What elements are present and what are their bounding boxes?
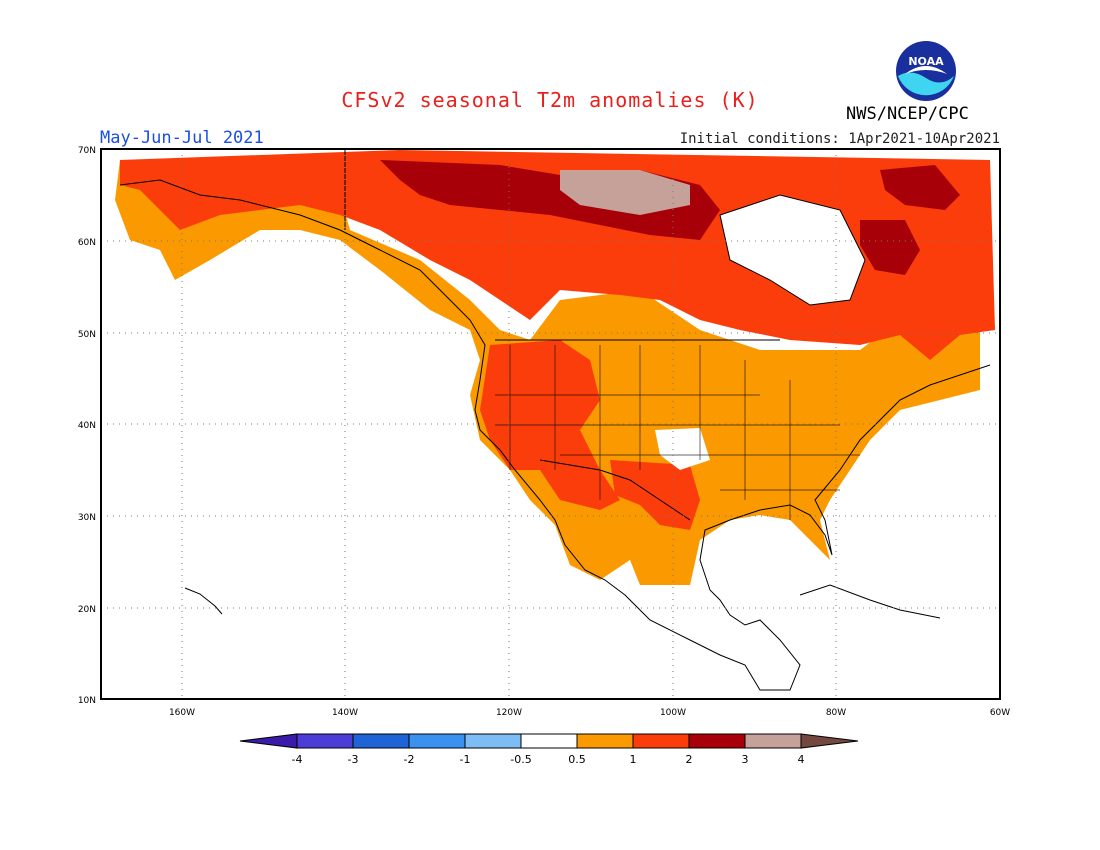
lat-label: 10N bbox=[78, 696, 96, 706]
noaa-logo-icon: NOAA bbox=[896, 41, 956, 101]
lon-label: 160W bbox=[169, 708, 195, 718]
lat-label: 40N bbox=[78, 421, 96, 431]
colorbar-segment bbox=[296, 733, 354, 749]
lon-label: 120W bbox=[496, 708, 522, 718]
colorbar-label: 2 bbox=[686, 753, 693, 766]
colorbar-segment bbox=[239, 733, 298, 749]
colorbar-segment bbox=[744, 733, 802, 749]
colorbar-label: 1 bbox=[630, 753, 637, 766]
colorbar-label: -3 bbox=[348, 753, 359, 766]
state-borders bbox=[495, 345, 860, 520]
latitude-labels: 70N 60N 50N 40N 30N 20N 10N bbox=[78, 146, 96, 706]
colorbar-segment bbox=[464, 733, 522, 749]
logo-text: NOAA bbox=[908, 55, 944, 68]
colorbar-label: -1 bbox=[460, 753, 471, 766]
colorbar-segment bbox=[408, 733, 466, 749]
colorbar-segment bbox=[576, 733, 634, 749]
map-frame bbox=[100, 148, 1001, 700]
anomaly-region-very-strong bbox=[560, 170, 690, 215]
anomaly-region-neutral bbox=[655, 428, 710, 470]
lon-label: 100W bbox=[660, 708, 686, 718]
lon-label: 80W bbox=[826, 708, 846, 718]
colorbar-label: -2 bbox=[404, 753, 415, 766]
lat-label: 60N bbox=[78, 238, 96, 248]
colorbar-labels: -4 -3 -2 -1 -0.5 0.5 1 2 3 4 bbox=[292, 753, 805, 766]
map-title: CFSv2 seasonal T2m anomalies (K) bbox=[341, 88, 759, 112]
lat-label: 30N bbox=[78, 513, 96, 523]
lon-label: 60W bbox=[990, 708, 1010, 718]
lat-label: 70N bbox=[78, 146, 96, 156]
lat-label: 50N bbox=[78, 330, 96, 340]
lat-label: 20N bbox=[78, 605, 96, 615]
forecast-period-label: May-Jun-Jul 2021 bbox=[100, 128, 264, 148]
colorbar-segment bbox=[688, 733, 746, 749]
colorbar-label: 3 bbox=[742, 753, 749, 766]
lon-label: 140W bbox=[332, 708, 358, 718]
anomaly-field bbox=[115, 150, 995, 691]
colorbar-segment bbox=[800, 733, 859, 749]
colorbar-label: 4 bbox=[798, 753, 805, 766]
colorbar-label: -0.5 bbox=[510, 753, 531, 766]
colorbar-label: 0.5 bbox=[568, 753, 586, 766]
agency-label: NWS/NCEP/CPC bbox=[846, 104, 969, 124]
colorbar-label: -4 bbox=[292, 753, 303, 766]
colorbar-segment bbox=[632, 733, 690, 749]
anomaly-region-moderate-south bbox=[610, 460, 700, 530]
colorbar-segment bbox=[520, 733, 578, 749]
coastlines bbox=[119, 150, 991, 691]
longitude-labels: 160W 140W 120W 100W 80W 60W bbox=[169, 708, 1010, 718]
initial-conditions-label: Initial conditions: 1Apr2021-10Apr2021 bbox=[679, 131, 1000, 147]
colorbar-segment bbox=[352, 733, 410, 749]
colorbar bbox=[239, 733, 859, 749]
